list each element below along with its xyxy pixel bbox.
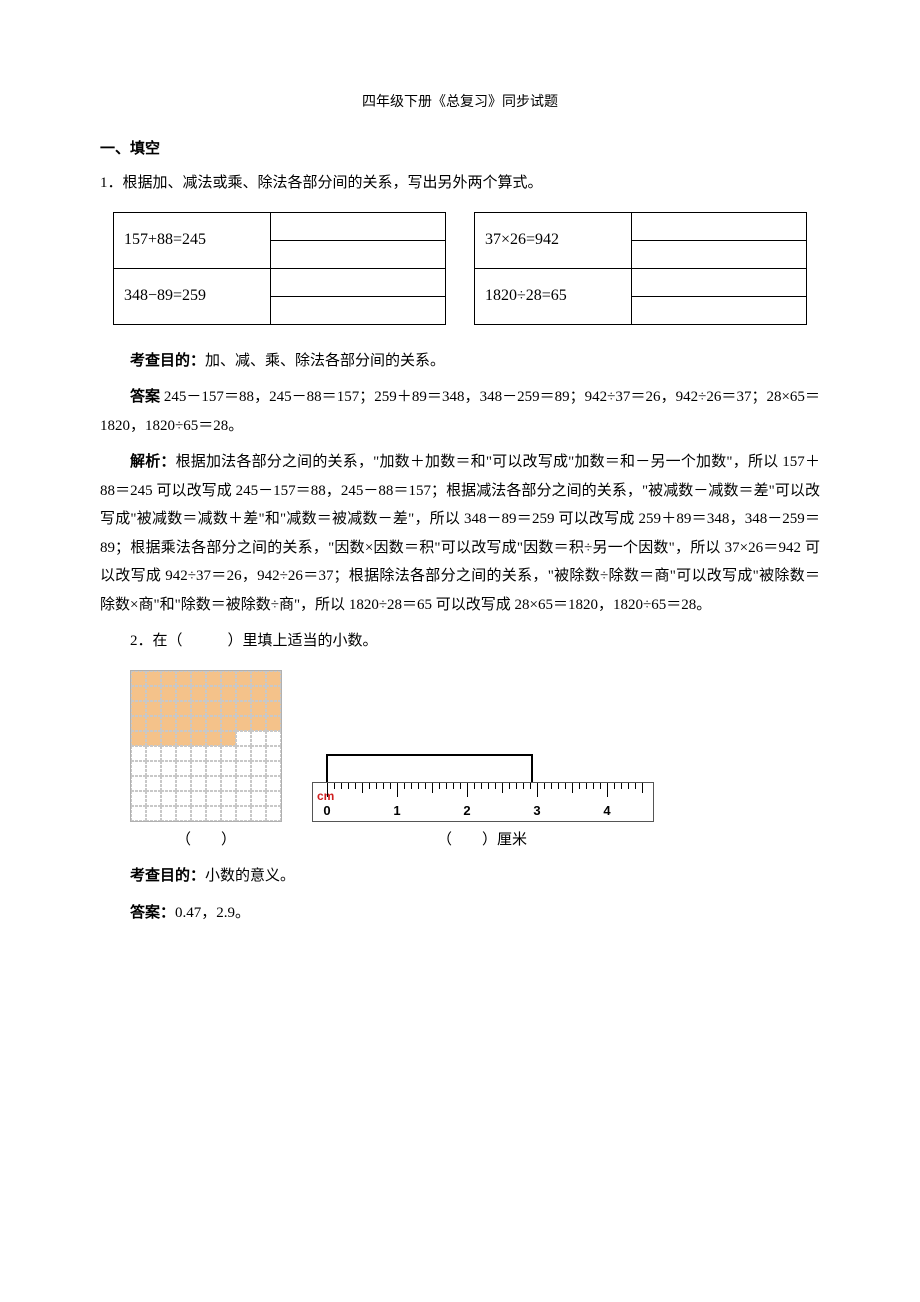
table-row: 37×26=942: [475, 212, 807, 240]
q2-grid-figure: （ ）: [130, 670, 282, 855]
eq-cell: 348−89=259: [114, 268, 271, 324]
ruler-wrap: cm 01234: [312, 754, 652, 822]
ruler-ticks: 01234: [313, 783, 653, 821]
q2-answer: 答案：0.47，2.9。: [100, 899, 820, 928]
doc-title: 四年级下册《总复习》同步试题: [100, 90, 820, 117]
answer-label: 答案：: [130, 905, 175, 921]
blank-cell: [632, 240, 807, 268]
q1-tables: 157+88=245 348−89=259 37×26=942 1820÷28=…: [100, 212, 820, 325]
goal-text: 小数的意义。: [205, 868, 295, 884]
answer-text: 245－157＝88，245－88＝157；259＋89＝348，348－259…: [100, 389, 820, 434]
ruler-caption: （ ）厘米: [437, 826, 527, 855]
goal-label: 考查目的：: [130, 868, 205, 884]
hundred-grid: [130, 670, 282, 822]
goal-label: 考查目的：: [130, 353, 205, 369]
answer-text: 0.47，2.9。: [175, 905, 250, 921]
blank-cell: [271, 268, 446, 296]
q1-table-b: 37×26=942 1820÷28=65: [474, 212, 807, 325]
blank-cell: [632, 296, 807, 324]
explain-label: 解析：: [130, 454, 176, 470]
blank-cell: [271, 212, 446, 240]
q2-goal: 考查目的：小数的意义。: [100, 862, 820, 891]
table-row: 348−89=259: [114, 268, 446, 296]
answer-label: 答案: [130, 389, 160, 405]
page: 四年级下册《总复习》同步试题 一、填空 1．根据加、减法或乘、除法各部分间的关系…: [80, 90, 840, 927]
blank-cell: [632, 268, 807, 296]
q2-text: 2．在（ ）里填上适当的小数。: [100, 627, 820, 656]
q1-goal: 考查目的：加、减、乘、除法各部分间的关系。: [100, 347, 820, 376]
q2-figures: （ ） cm 01234 （ ）厘米: [130, 670, 820, 855]
table-row: 1820÷28=65: [475, 268, 807, 296]
eq-cell: 157+88=245: [114, 212, 271, 268]
q1-explain: 解析：根据加法各部分之间的关系，"加数＋加数＝和"可以改写成"加数＝和－另一个加…: [100, 448, 820, 619]
ruler: cm 01234: [312, 782, 654, 822]
q1-table-a: 157+88=245 348−89=259: [113, 212, 446, 325]
blank-cell: [632, 212, 807, 240]
section-1-heading: 一、填空: [100, 135, 820, 164]
eq-cell: 1820÷28=65: [475, 268, 632, 324]
q1-answer: 答案 245－157＝88，245－88＝157；259＋89＝348，348－…: [100, 383, 820, 440]
grid-caption: （ ）: [176, 826, 236, 855]
goal-text: 加、减、乘、除法各部分间的关系。: [205, 353, 445, 369]
eq-cell: 37×26=942: [475, 212, 632, 268]
table-row: 157+88=245: [114, 212, 446, 240]
blank-cell: [271, 240, 446, 268]
bracket: [326, 754, 533, 782]
q2-ruler-figure: cm 01234 （ ）厘米: [312, 754, 652, 855]
q1-text: 1．根据加、减法或乘、除法各部分间的关系，写出另外两个算式。: [100, 169, 820, 198]
blank-cell: [271, 296, 446, 324]
explain-text: 根据加法各部分之间的关系，"加数＋加数＝和"可以改写成"加数＝和－另一个加数"，…: [100, 454, 820, 613]
